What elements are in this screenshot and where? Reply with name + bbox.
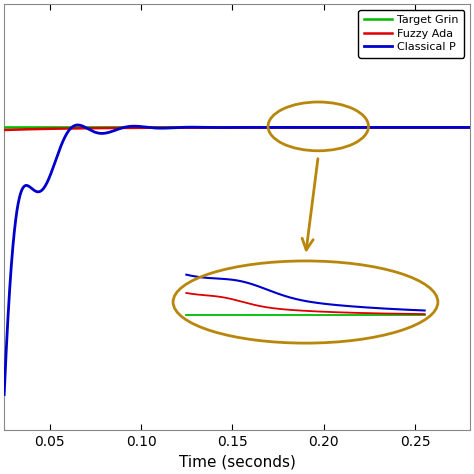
Target Grin — [339, 125, 345, 130]
Target Grin — [1, 125, 7, 130]
Classical P — [340, 125, 346, 130]
Target Grin — [201, 125, 206, 130]
Classical P — [1, 392, 7, 397]
Classical P — [453, 125, 458, 130]
Legend: Target Grin, Fuzzy Ada, Classical P: Target Grin, Fuzzy Ada, Classical P — [358, 10, 464, 57]
Fuzzy Ada — [201, 125, 206, 130]
Fuzzy Ada — [223, 125, 228, 130]
Fuzzy Ada — [429, 125, 435, 130]
Fuzzy Ada — [453, 125, 458, 130]
Classical P — [75, 122, 81, 128]
Target Grin — [453, 125, 458, 130]
Fuzzy Ada — [467, 125, 473, 130]
Classical P — [197, 124, 203, 130]
X-axis label: Time (seconds): Time (seconds) — [179, 455, 295, 470]
Target Grin — [429, 125, 435, 130]
Classical P — [429, 125, 435, 130]
Classical P — [201, 125, 207, 130]
Classical P — [467, 125, 473, 130]
Line: Classical P: Classical P — [4, 125, 470, 394]
Target Grin — [197, 125, 203, 130]
Fuzzy Ada — [197, 125, 203, 130]
Classical P — [223, 125, 228, 130]
Line: Fuzzy Ada: Fuzzy Ada — [4, 128, 470, 130]
Target Grin — [223, 125, 228, 130]
Fuzzy Ada — [339, 125, 345, 130]
Fuzzy Ada — [1, 127, 7, 133]
Target Grin — [467, 125, 473, 130]
